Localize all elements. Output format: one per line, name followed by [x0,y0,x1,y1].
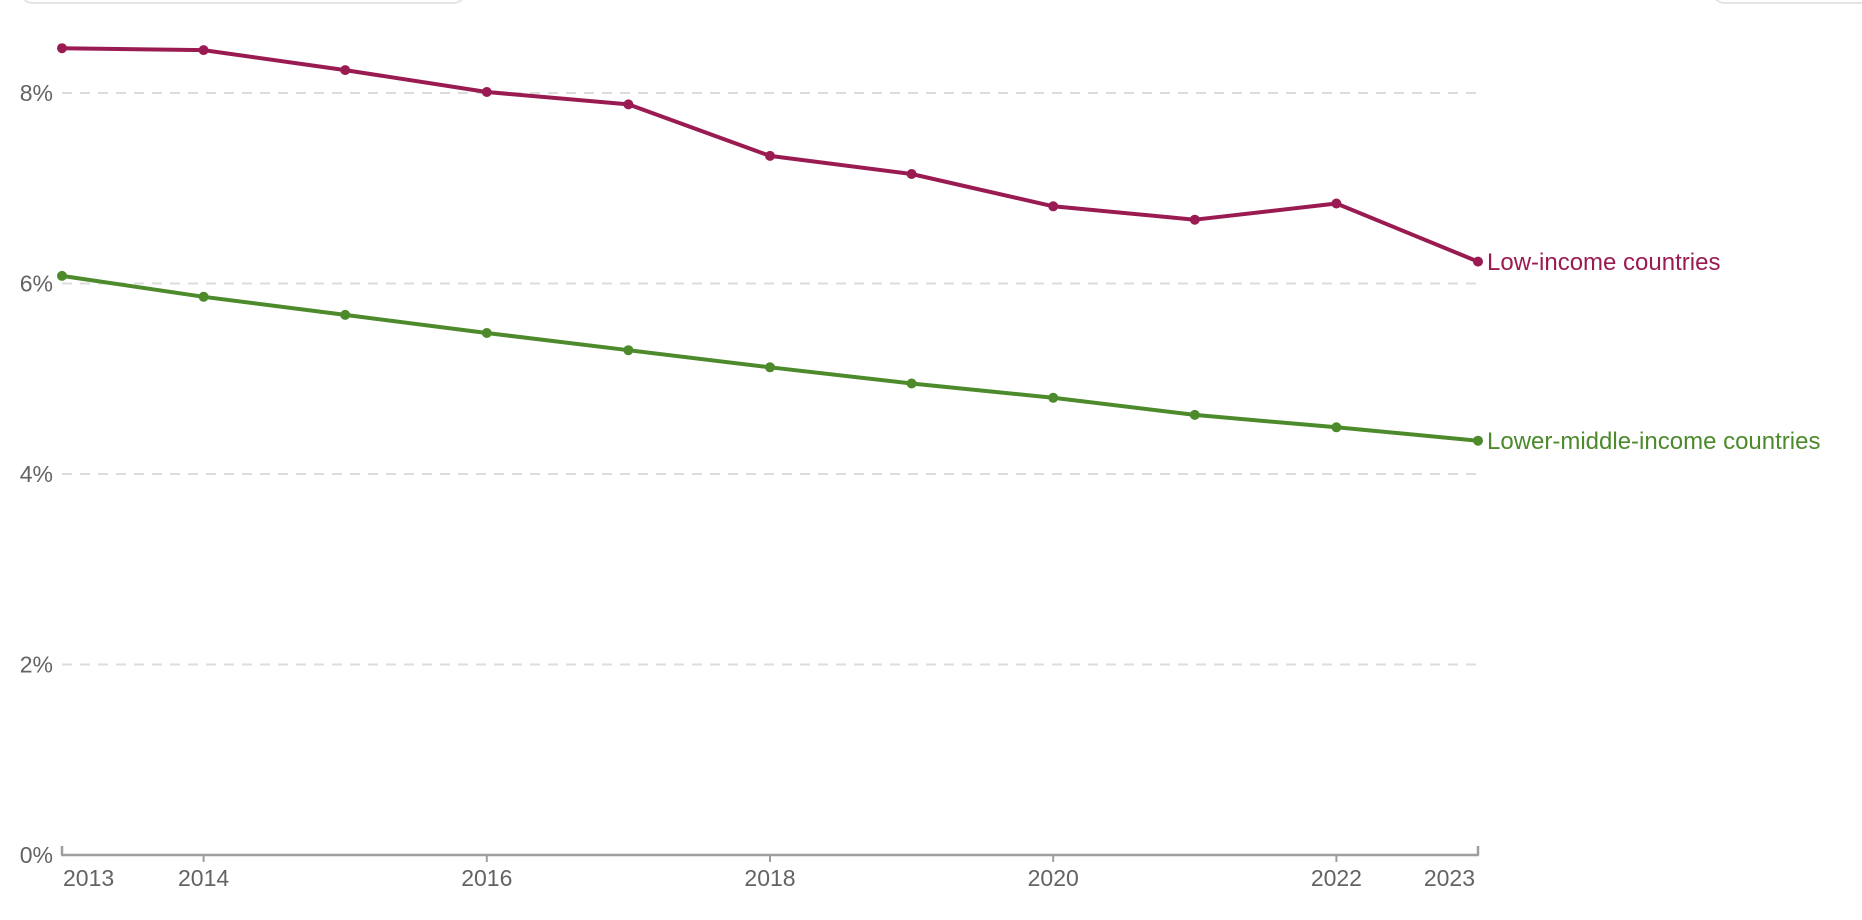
y-tick-label: 6% [20,271,53,297]
series-line-lower-middle-income-countries[interactable] [60,273,1480,443]
x-tick-label: 2020 [1028,865,1079,891]
data-point-lower-middle-income-countries-2015[interactable] [340,309,351,320]
data-point-lower-middle-income-countries-2022[interactable] [1331,422,1342,433]
x-tick-label: 2023 [1424,865,1475,891]
data-point-low-income-countries-2015[interactable] [340,65,351,76]
toolbar-button-top-left-cutoff[interactable] [19,0,467,4]
y-tick-label: 8% [20,80,53,106]
toolbar-button-top-right-cutoff[interactable] [1711,0,1862,4]
data-point-low-income-countries-2018[interactable] [765,150,775,161]
data-point-low-income-countries-2023[interactable] [1473,256,1483,267]
x-tick-label: 2014 [178,865,229,891]
data-point-lower-middle-income-countries-2016[interactable] [481,328,492,338]
data-point-low-income-countries-2013[interactable] [57,43,67,54]
data-point-lower-middle-income-countries-2018[interactable] [765,362,775,373]
series-label-low-income-countries[interactable]: Low-income countries [1487,249,1720,276]
data-point-lower-middle-income-countries-2013[interactable] [57,270,67,281]
x-tick-label: 2022 [1311,865,1362,891]
y-tick-label: 4% [20,461,53,487]
y-tick-label: 0% [20,842,53,868]
data-point-lower-middle-income-countries-2017[interactable] [623,345,634,356]
data-point-low-income-countries-2020[interactable] [1048,201,1059,212]
data-point-lower-middle-income-countries-2014[interactable] [198,291,209,302]
y-tick-label: 2% [20,652,53,678]
data-point-low-income-countries-2017[interactable] [623,99,634,110]
series-label-lower-middle-income-countries[interactable]: Lower-middle-income countries [1487,428,1820,455]
x-tick-label: 2018 [744,865,795,891]
data-point-lower-middle-income-countries-2020[interactable] [1048,392,1059,403]
data-point-lower-middle-income-countries-2019[interactable] [906,378,917,389]
data-point-low-income-countries-2014[interactable] [198,45,209,56]
data-point-low-income-countries-2022[interactable] [1331,198,1342,209]
x-tick-label: 2013 [63,865,114,891]
data-point-lower-middle-income-countries-2021[interactable] [1189,409,1200,420]
data-point-low-income-countries-2021[interactable] [1189,214,1200,225]
x-tick-label: 2016 [461,865,512,891]
data-point-low-income-countries-2016[interactable] [481,87,492,97]
data-point-lower-middle-income-countries-2023[interactable] [1473,435,1483,446]
data-point-low-income-countries-2019[interactable] [906,169,917,179]
